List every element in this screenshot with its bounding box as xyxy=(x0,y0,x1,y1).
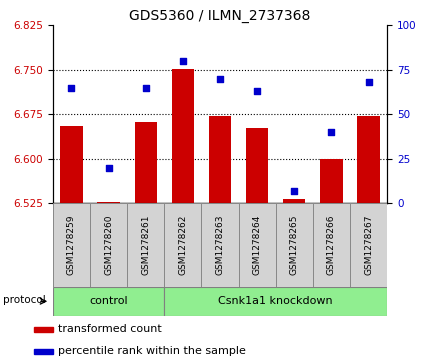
Text: transformed count: transformed count xyxy=(58,325,161,334)
Text: GSM1278260: GSM1278260 xyxy=(104,215,113,275)
Bar xyxy=(53,203,90,287)
Bar xyxy=(60,126,83,203)
Bar xyxy=(313,203,350,287)
Text: GSM1278259: GSM1278259 xyxy=(67,215,76,275)
Text: control: control xyxy=(89,296,128,306)
Bar xyxy=(164,287,387,316)
Bar xyxy=(320,159,343,203)
Text: protocol: protocol xyxy=(3,295,45,305)
Bar xyxy=(164,203,202,287)
Bar xyxy=(172,69,194,203)
Text: GSM1278267: GSM1278267 xyxy=(364,215,373,275)
Bar xyxy=(283,199,305,203)
Bar xyxy=(135,122,157,203)
Point xyxy=(142,85,149,91)
Bar xyxy=(90,203,127,287)
Bar xyxy=(238,203,276,287)
Bar xyxy=(202,203,238,287)
Point xyxy=(68,85,75,91)
Bar xyxy=(97,202,120,203)
Text: GSM1278264: GSM1278264 xyxy=(253,215,262,275)
Point xyxy=(180,58,187,64)
Point xyxy=(328,129,335,135)
Text: GSM1278263: GSM1278263 xyxy=(216,215,224,275)
Title: GDS5360 / ILMN_2737368: GDS5360 / ILMN_2737368 xyxy=(129,9,311,23)
Text: GSM1278265: GSM1278265 xyxy=(290,215,299,275)
Bar xyxy=(357,116,380,203)
Text: GSM1278261: GSM1278261 xyxy=(141,215,150,275)
Text: Csnk1a1 knockdown: Csnk1a1 knockdown xyxy=(218,296,333,306)
Bar xyxy=(246,128,268,203)
Point xyxy=(253,88,260,94)
Text: GSM1278262: GSM1278262 xyxy=(178,215,187,275)
Text: GSM1278266: GSM1278266 xyxy=(327,215,336,275)
Bar xyxy=(127,203,164,287)
Bar xyxy=(276,203,313,287)
Bar xyxy=(53,287,164,316)
Point xyxy=(216,76,224,82)
Text: percentile rank within the sample: percentile rank within the sample xyxy=(58,346,246,356)
Bar xyxy=(209,116,231,203)
Bar xyxy=(34,327,53,332)
Bar xyxy=(34,349,53,354)
Point xyxy=(365,79,372,85)
Point xyxy=(105,165,112,171)
Bar xyxy=(350,203,387,287)
Point xyxy=(291,188,298,194)
